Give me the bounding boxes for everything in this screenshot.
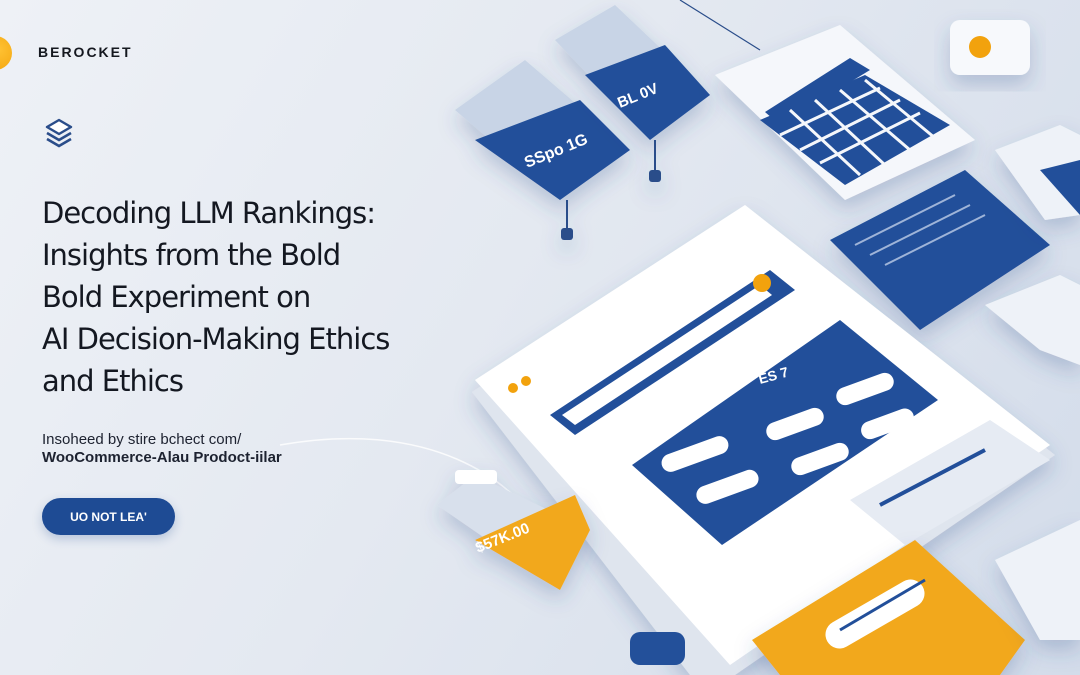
title-line: AI Decision-Making Ethics	[42, 322, 390, 356]
cta-button[interactable]: UO NOT LEA'	[42, 498, 175, 535]
brand-name: BEROCKET	[38, 44, 133, 60]
bottom-right-card	[995, 520, 1080, 640]
tablet-pills	[661, 372, 914, 504]
page-title: Decoding LLM Rankings: Insights from the…	[42, 192, 482, 402]
title-line: Insights from the Bold	[42, 238, 341, 272]
title-line: and Ethics	[42, 364, 184, 398]
bottom-blue-button	[630, 632, 685, 665]
orange-dot-card	[950, 20, 1030, 75]
right-edge-card	[985, 125, 1080, 365]
tablet: ES 7	[472, 205, 1055, 675]
right-info-card	[830, 170, 1050, 330]
price-card: $57K.00	[437, 470, 590, 590]
floating-card-1: SSpo 1G	[455, 60, 630, 240]
title-line: Decoding LLM Rankings:	[42, 196, 376, 230]
floating-card-2: BL 0V	[555, 5, 710, 182]
calendar-card	[715, 25, 975, 200]
subtitle-source: Insoheed by stire bchect com/	[42, 431, 242, 448]
tablet-panel-label: ES 7	[757, 364, 791, 387]
layers-icon	[45, 118, 73, 148]
subtitle-product: WooCommerce-Alau Prodoct-iilar	[42, 449, 282, 466]
brand-logo-dot	[0, 36, 12, 70]
title-line: Bold Experiment on	[42, 280, 311, 314]
bottom-orange-card	[752, 540, 1025, 675]
decor-line	[679, 0, 761, 51]
